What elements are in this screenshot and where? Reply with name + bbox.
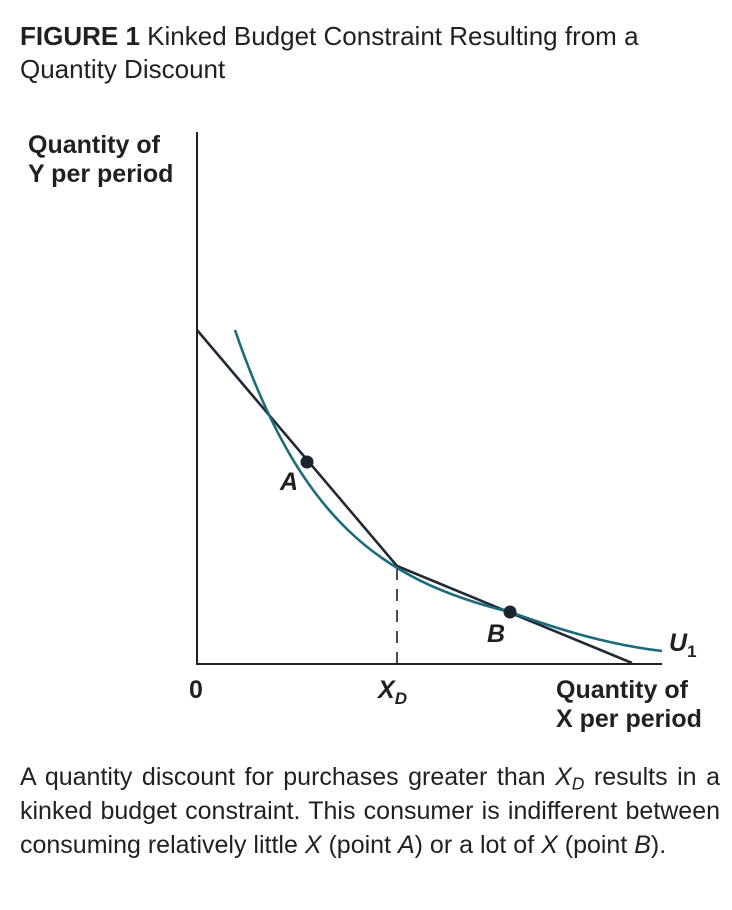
point-a-marker: [300, 455, 314, 469]
caption-part-6: ).: [650, 831, 667, 859]
x-axis-label-line1: Quantity of: [556, 676, 689, 704]
point-b-label: B: [487, 620, 505, 648]
budget-constraint-line: [196, 329, 633, 665]
xd-tick-sub: D: [395, 689, 407, 708]
caption-part-4: ) or a lot of: [414, 831, 542, 859]
caption-part-1: A quantity discount for purchases greate…: [20, 763, 556, 791]
curve-label-u1-sub: 1: [687, 642, 696, 661]
budget-constraint-diagram: Quantity of Y per period A B U1 0 XD Qua…: [28, 131, 702, 733]
curve-label-u1: U1: [669, 629, 697, 661]
caption-x-1: X: [304, 831, 322, 859]
figure-title: FIGURE 1 Kinked Budget Constraint Result…: [20, 20, 710, 86]
caption-xd-sub: D: [571, 773, 585, 794]
y-axis-label-line2: Y per period: [28, 160, 173, 188]
figure-title-text: Kinked Budget Constraint Resulting from …: [20, 21, 639, 84]
caption-point-a: A: [397, 831, 415, 859]
figure-caption: A quantity discount for purchases greate…: [20, 760, 720, 862]
curve-label-u1-main: U: [669, 629, 688, 657]
indifference-curve-u1: [233, 329, 663, 653]
y-axis-label-line1: Quantity of: [28, 131, 161, 159]
x-axis-label-line2: X per period: [556, 705, 702, 733]
xd-tick-label: XD: [376, 676, 407, 708]
caption-part-3: (point: [321, 831, 398, 859]
point-b-marker: [503, 605, 517, 619]
caption-point-b: B: [634, 831, 651, 859]
figure-number: FIGURE 1: [20, 21, 140, 51]
caption-xd-main: X: [555, 763, 572, 791]
caption-part-5: (point: [557, 831, 635, 859]
origin-label: 0: [189, 676, 203, 704]
xd-tick-main: X: [376, 676, 396, 704]
caption-x-2: X: [541, 831, 558, 859]
caption-xd: XD: [555, 763, 585, 794]
caption-part-2: results in a kinked budget constraint. T…: [20, 763, 720, 859]
point-a-label: A: [279, 468, 298, 496]
